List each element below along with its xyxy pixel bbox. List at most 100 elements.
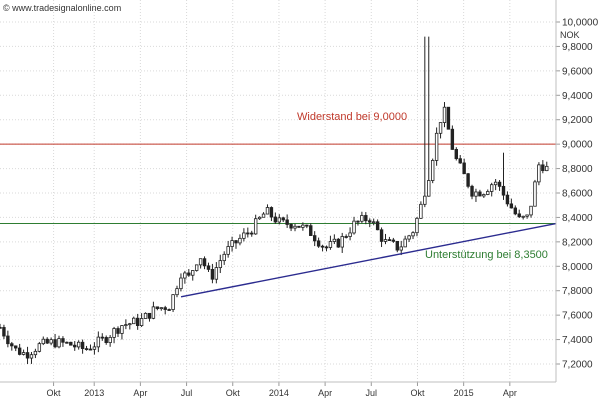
candle-body: [41, 338, 45, 345]
candle-body: [501, 185, 506, 196]
y-tick-label: 8,0000: [562, 262, 593, 273]
candle-body: [171, 294, 175, 310]
candle-body: [116, 328, 120, 334]
candle-body: [336, 238, 340, 248]
candle-body: [521, 215, 525, 218]
candle-body: [509, 203, 514, 209]
candle-body: [234, 240, 238, 244]
candle-body: [273, 216, 278, 223]
candle-body: [289, 224, 293, 229]
candle-body: [525, 214, 529, 217]
candle-body: [427, 180, 431, 197]
candle-body: [368, 220, 372, 223]
candle-body: [49, 339, 53, 344]
candle-body: [454, 149, 458, 160]
candle-body: [2, 327, 6, 337]
y-tick-label: 8,8000: [562, 164, 593, 175]
candle-body: [253, 218, 258, 235]
candle-body: [430, 160, 435, 181]
candle-body: [537, 164, 541, 183]
candle-body: [489, 184, 494, 192]
x-tick-label: Okt: [410, 388, 425, 398]
candle-body: [17, 347, 22, 355]
candle-body: [159, 307, 163, 310]
candle-body: [474, 191, 478, 197]
x-tick-label: Okt: [226, 388, 241, 398]
candle-body: [541, 164, 545, 172]
grid-lines: [0, 0, 556, 382]
candle-body: [462, 162, 466, 175]
candle-body: [458, 158, 462, 164]
candle-body: [364, 215, 368, 222]
candle-body: [214, 267, 219, 280]
candle-body: [505, 194, 510, 205]
candle-body: [198, 258, 203, 266]
candle-body: [80, 341, 85, 350]
candle-body: [88, 348, 93, 351]
candle-body: [265, 207, 270, 215]
y-tick-label: 8,4000: [562, 213, 593, 224]
candle-body: [332, 238, 337, 242]
candle-body: [242, 232, 246, 239]
candle-body: [446, 106, 451, 130]
candle-body: [238, 237, 242, 244]
trendline-layer: [180, 222, 557, 298]
x-axis: Okt 2013 Apr Jul Okt 2014 Apr Jul Okt 2015 Apr: [47, 382, 517, 398]
candle-body: [395, 240, 399, 251]
candle-body: [108, 336, 112, 344]
candle-body: [191, 270, 195, 276]
level-lines: [0, 143, 556, 225]
candle-body: [261, 213, 266, 218]
candle-body: [37, 343, 42, 352]
candle-body: [360, 215, 364, 222]
candle-body: [529, 205, 533, 216]
candle-body: [230, 240, 234, 247]
candle-body: [450, 128, 455, 150]
candle-body: [348, 232, 352, 237]
candle-body: [147, 312, 152, 319]
candle-body: [14, 345, 18, 349]
y-tick-label: 7,2000: [562, 360, 593, 371]
support-trendline: [180, 222, 557, 298]
candle-body: [167, 309, 171, 311]
candle-body: [277, 217, 281, 223]
x-tick-label: Okt: [47, 388, 62, 398]
candle-body: [65, 341, 69, 344]
candle-body: [517, 213, 521, 218]
candle-body: [202, 258, 207, 267]
candle-body: [423, 195, 427, 205]
candle-body: [285, 219, 289, 225]
x-tick-label: Jul: [366, 388, 378, 398]
y-tick-label: 10,0000: [562, 18, 599, 29]
candle-body: [340, 236, 344, 248]
y-tick-label: 9,4000: [562, 91, 593, 102]
candle-body: [478, 191, 482, 197]
resistance-label: Widerstand bei 9,0000: [297, 111, 407, 123]
y-axis: 10,0000 9,8000 9,6000 9,4000 9,2000 9,0000 8,8…: [556, 18, 599, 371]
candle-body: [183, 272, 187, 279]
candle-body: [250, 232, 254, 235]
candle-body: [434, 132, 439, 161]
candle-body: [218, 260, 222, 269]
candle-body: [187, 272, 191, 276]
y-tick-label: 9,0000: [562, 140, 593, 151]
candle-body: [545, 165, 549, 172]
candle-body: [0, 326, 2, 329]
candle-body: [352, 220, 356, 234]
candle-body: [482, 194, 486, 197]
candle-body: [155, 306, 160, 309]
candle-body: [210, 269, 215, 280]
candle-body: [281, 217, 285, 221]
candle-body: [442, 106, 447, 123]
candle-body: [387, 239, 392, 241]
y-tick-label: 7,8000: [562, 286, 593, 297]
candle-body: [297, 225, 301, 228]
candle-body: [96, 336, 101, 348]
candle-body: [415, 217, 419, 234]
candle-body: [104, 337, 108, 344]
candle-body: [175, 288, 179, 296]
x-tick-label: Apr: [318, 388, 332, 398]
y-tick-label: 9,8000: [562, 42, 593, 53]
candle-body: [324, 246, 329, 249]
